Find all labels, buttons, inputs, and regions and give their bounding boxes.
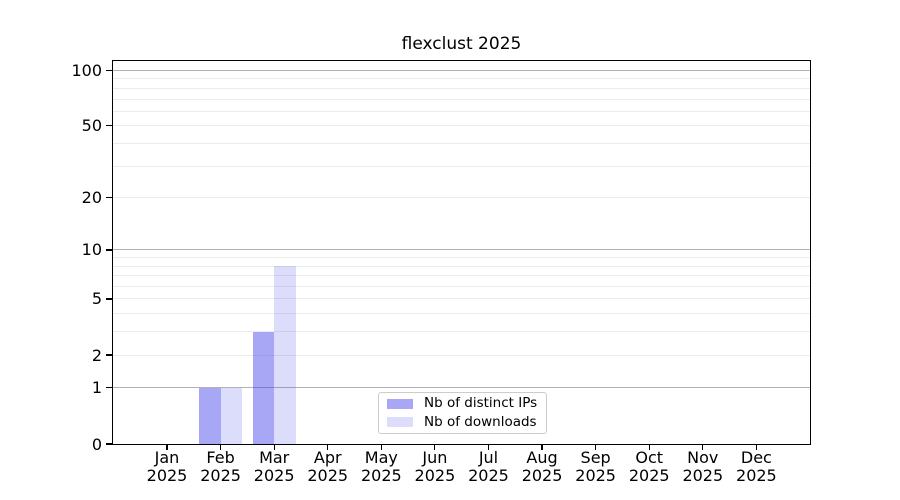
x-tick-mark — [755, 445, 757, 450]
x-tick-label: Aug 2025 — [521, 448, 563, 485]
gridline-minor — [113, 98, 810, 100]
x-tick-label: May 2025 — [360, 448, 402, 485]
bar-downloads-feb — [220, 387, 243, 444]
legend-label-downloads: Nb of downloads — [424, 413, 537, 430]
x-tick-label: Jan 2025 — [146, 448, 188, 485]
y-tick-mark — [106, 354, 112, 356]
y-tick-label: 50 — [81, 116, 102, 136]
plot-area — [112, 60, 811, 445]
legend-swatch-distinct-ips — [387, 398, 413, 410]
y-tick-mark — [106, 125, 112, 127]
y-tick-label: 10 — [81, 240, 102, 260]
y-tick-mark — [106, 249, 112, 251]
x-tick-label: Jul 2025 — [468, 448, 509, 485]
x-tick-mark — [702, 445, 704, 450]
legend-item-downloads: Nb of downloads — [379, 413, 546, 430]
x-tick-mark — [648, 445, 650, 450]
gridline-minor — [113, 265, 810, 267]
x-tick-label: Nov 2025 — [682, 448, 724, 485]
gridline-minor — [113, 197, 810, 199]
x-tick-label: Jun 2025 — [414, 448, 456, 485]
gridline-major — [113, 70, 810, 71]
gridline-minor — [113, 286, 810, 288]
bar-layer — [113, 61, 810, 444]
x-tick-mark — [273, 445, 275, 450]
gridline-major — [113, 249, 810, 251]
gridline-minor — [113, 313, 810, 315]
gridline-minor — [113, 298, 810, 300]
gridline-minor — [113, 257, 810, 259]
gridline-minor — [113, 125, 810, 127]
gridline-minor — [113, 110, 810, 112]
x-tick-label: Mar 2025 — [253, 448, 295, 485]
y-tick-label: 100 — [71, 61, 102, 80]
chart-title: flexclust 2025 — [401, 34, 522, 54]
legend-swatch-downloads — [387, 416, 413, 428]
y-tick-label: 0 — [91, 434, 102, 454]
x-tick-mark — [219, 445, 222, 450]
gridline-minor — [113, 87, 810, 89]
gridline-minor — [113, 78, 810, 80]
gridline-major — [113, 387, 810, 389]
y-tick-mark — [106, 197, 112, 199]
x-tick-label: Dec 2025 — [736, 448, 777, 485]
x-tick-label: Feb 2025 — [200, 448, 241, 485]
x-tick-mark — [487, 445, 490, 450]
legend-label-distinct-ips: Nb of distinct IPs — [424, 395, 538, 412]
x-tick-mark — [434, 445, 436, 450]
x-tick-mark — [595, 445, 597, 450]
x-tick-label: Apr 2025 — [307, 448, 349, 485]
x-tick-mark — [541, 445, 543, 450]
x-tick-mark — [380, 445, 382, 450]
gridline-minor — [113, 354, 810, 356]
gridline-minor — [113, 331, 810, 333]
x-tick-mark — [327, 445, 329, 450]
y-tick-label: 1 — [91, 378, 102, 398]
grid-layer — [113, 61, 810, 444]
gridline-minor — [113, 142, 810, 144]
x-tick-mark — [166, 445, 168, 450]
gridline-minor — [113, 275, 810, 277]
y-tick-mark — [106, 298, 112, 300]
legend-item-distinct-ips: Nb of distinct IPs — [379, 396, 546, 411]
bar-distinct-ips-feb — [199, 387, 221, 444]
legend: Nb of distinct IPs Nb of downloads — [378, 392, 547, 434]
x-tick-label: Oct 2025 — [628, 448, 670, 485]
y-tick-label: 2 — [91, 345, 102, 365]
gridline-minor — [113, 165, 810, 167]
y-tick-mark — [106, 387, 112, 389]
bar-distinct-ips-mar — [252, 331, 275, 444]
x-tick-label: Sep 2025 — [575, 448, 616, 485]
bar-downloads-mar — [274, 266, 296, 444]
y-tick-mark — [106, 443, 112, 445]
y-tick-label: 20 — [81, 188, 102, 208]
y-tick-label: 5 — [91, 289, 102, 309]
y-tick-mark — [106, 69, 112, 72]
